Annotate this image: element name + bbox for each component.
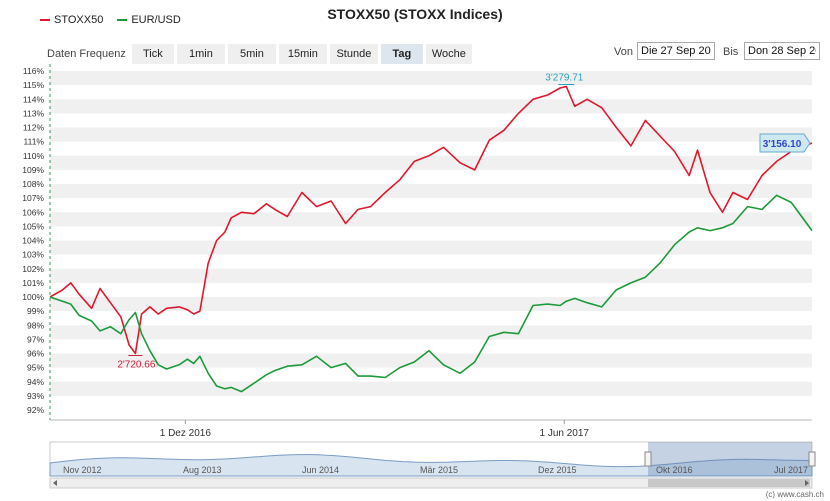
y-tick-label: 96% [27,349,44,359]
navigator-tick-label: Jul 2017 [774,465,808,475]
navigator-scrollbar-thumb[interactable] [648,479,810,487]
navigator-area [49,454,813,477]
navigator-tick-label: Okt 2016 [656,465,693,475]
to-date-input[interactable] [744,42,820,60]
series-line-eurusd [49,194,813,393]
freq-button-woche[interactable]: Woche [425,44,472,64]
grid-bands [49,64,812,421]
grid-band [50,127,812,142]
last-value-flag [759,133,811,153]
navigator-selection[interactable] [648,442,812,476]
y-tick-label: 109% [22,165,44,175]
y-tick-label: 94% [27,377,44,387]
grid-band [50,297,812,312]
y-tick-label: 113% [23,108,45,118]
freq-button-tick[interactable]: Tick [131,44,174,64]
x-axis: 1 Dez 2016 1 Jun 2017 [160,420,589,439]
navigator-tick-label: Mär 2015 [420,465,458,475]
y-tick-label: 98% [27,320,44,330]
freq-button-5min[interactable]: 5min [227,44,276,64]
y-tick-label: 108% [22,179,44,189]
grid-band [50,99,812,114]
y-tick-label: 114% [23,94,45,104]
y-tick-label: 112% [23,123,45,133]
y-tick-label: 110% [23,151,45,161]
annotations: 3'279.71 2'720.66 3'156.10 [117,73,811,371]
scroll-right-icon[interactable] [805,480,809,486]
y-tick-label: 92% [27,405,44,415]
to-label: Bis [723,46,739,58]
navigator-handle-left[interactable] [644,451,652,467]
series-line-stoxx50 [49,85,813,355]
y-tick-label: 103% [22,250,44,260]
y-tick-label: 102% [22,264,44,274]
series-lines [49,85,813,393]
legend-swatch-eurusd [117,19,128,21]
navigator-tick-label: Jun 2014 [302,465,339,475]
chart-title: STOXX50 (STOXX Indices) [327,6,503,22]
legend-label-stoxx50: STOXX50 [54,14,104,26]
legend-swatch-stoxx50 [40,19,50,21]
y-tick-label: 105% [22,221,44,231]
legend-item-eurusd[interactable]: EUR/USD [117,14,181,26]
legend: STOXX50 EUR/USD [40,14,181,26]
freq-button-stunde[interactable]: Stunde [329,44,378,64]
grid-band [50,381,812,396]
y-tick-label: 93% [27,391,44,401]
grid-band [50,353,812,368]
y-tick-label: 107% [22,193,44,203]
grid-band [50,212,812,227]
y-tick-label: 97% [27,334,44,344]
y-tick-label: 99% [27,306,44,316]
y-tick-label: 100% [22,292,44,302]
y-tick-label: 115% [23,80,45,90]
freq-button-15min[interactable]: 15min [278,44,327,64]
freq-button-tag[interactable]: Tag [380,44,423,64]
navigator-tick-label: Nov 2012 [63,465,102,475]
freq-button-1min[interactable]: 1min [176,44,225,64]
x-tick-label: 1 Jun 2017 [539,428,589,439]
min-label: 2'720.66 [117,360,155,371]
y-tick-label: 95% [27,363,44,373]
scroll-left-icon[interactable] [53,480,57,486]
grid-band [50,240,812,255]
grid-band [50,325,812,340]
credit: (c) www.cash.ch [765,490,824,499]
grid-band [50,184,812,199]
y-tick-label: 104% [22,236,44,246]
y-tick-label: 111% [24,137,45,147]
legend-item-stoxx50[interactable]: STOXX50 [40,14,103,26]
navigator-tick-label: Aug 2013 [183,465,222,475]
from-label: Von [614,46,633,58]
y-tick-label: 101% [22,278,44,288]
y-axis: 92% 93% 94% 95% 96% 97% 98% 99% 100% 101% 102% 103%… [22,66,44,415]
navigator-handle-right[interactable] [808,451,816,467]
legend-label-eurusd: EUR/USD [131,14,181,26]
navigator[interactable]: Nov 2012 Aug 2013 Jun 2014 Mär 2015 Dez 2015… [49,441,816,489]
from-date-input[interactable] [637,42,715,60]
max-label: 3'279.71 [545,73,583,84]
grid-band [50,268,812,283]
frequency-toolbar: Daten Frequenz Tick 1min 5min 15min Stun… [47,44,475,64]
grid-band [50,71,812,86]
grid-band [50,155,812,170]
last-value-label: 3'156.10 [763,139,802,150]
y-tick-label: 106% [22,207,44,217]
navigator-scrollbar[interactable] [49,477,813,489]
frequency-label: Daten Frequenz [47,48,126,60]
y-tick-label: 116% [23,66,45,76]
navigator-tick-label: Dez 2015 [538,465,577,475]
x-tick-label: 1 Dez 2016 [160,428,212,439]
